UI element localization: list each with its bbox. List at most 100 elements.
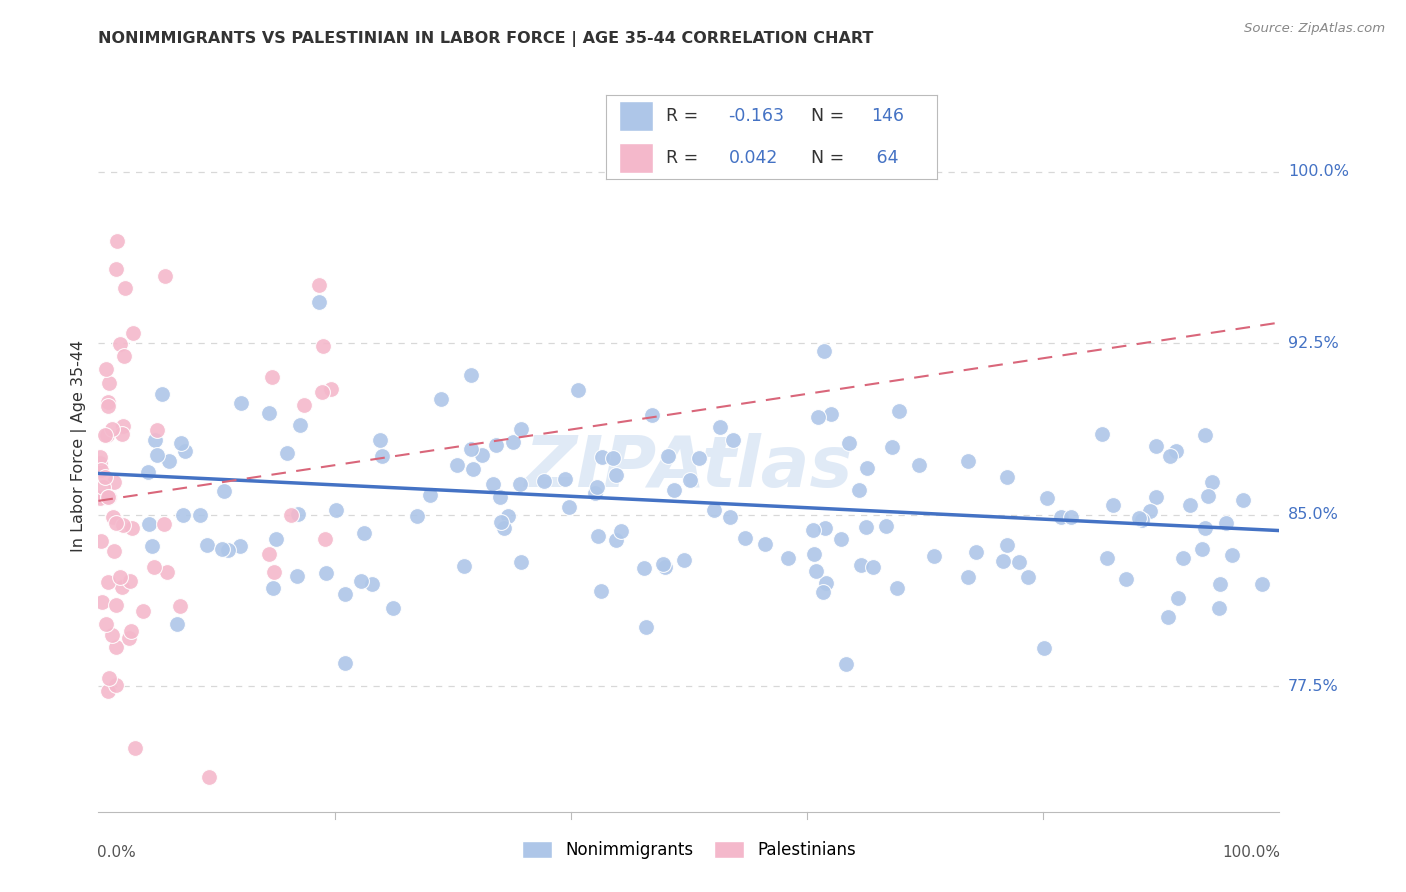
Point — [862, 559, 884, 574]
Point — [1036, 491, 1059, 505]
Point — [229, 395, 252, 409]
Point — [957, 570, 980, 584]
Point — [1159, 449, 1181, 463]
Point — [97, 490, 120, 504]
Point — [673, 553, 696, 567]
Point — [138, 517, 160, 532]
Point — [371, 450, 394, 464]
Point — [1144, 439, 1167, 453]
Point — [211, 542, 233, 557]
Point — [257, 547, 280, 561]
Point — [754, 537, 776, 551]
Point — [814, 521, 837, 535]
Point — [1018, 570, 1040, 584]
Point — [97, 683, 120, 698]
Point — [1128, 510, 1150, 524]
Text: 100.0%: 100.0% — [1223, 845, 1281, 860]
Point — [776, 551, 799, 566]
Point — [1050, 510, 1073, 524]
Point — [169, 435, 191, 450]
Point — [1197, 489, 1219, 503]
Point — [602, 451, 624, 466]
Point — [94, 428, 117, 442]
Point — [814, 576, 837, 591]
Point — [807, 409, 830, 424]
Point — [886, 581, 908, 595]
Point — [105, 262, 128, 277]
Point — [583, 486, 606, 500]
Point — [1178, 498, 1201, 512]
Point — [605, 467, 627, 482]
Point — [353, 526, 375, 541]
Point — [633, 561, 655, 575]
Point — [382, 600, 405, 615]
Point — [419, 488, 441, 502]
Point — [1166, 444, 1188, 458]
Point — [156, 566, 179, 580]
Point — [108, 570, 131, 584]
Point — [509, 476, 531, 491]
Point — [311, 384, 333, 399]
Point — [489, 515, 512, 529]
Point — [430, 392, 453, 407]
Point — [1097, 550, 1119, 565]
Point — [907, 458, 929, 472]
Point — [887, 403, 910, 417]
Point — [461, 461, 484, 475]
Point — [103, 544, 125, 558]
Point — [471, 449, 494, 463]
Point — [172, 508, 194, 522]
Point — [460, 442, 482, 457]
Point — [533, 474, 555, 488]
Point — [641, 409, 664, 423]
Point — [114, 349, 136, 363]
Point — [89, 456, 111, 470]
Point — [1157, 610, 1180, 624]
Point — [142, 560, 165, 574]
Point — [166, 616, 188, 631]
Point — [1132, 513, 1154, 527]
Point — [1194, 520, 1216, 534]
Point — [276, 446, 298, 460]
Point — [111, 427, 134, 442]
Point — [1115, 572, 1137, 586]
Point — [679, 473, 702, 487]
Point — [720, 510, 742, 524]
Point — [89, 450, 111, 464]
Point — [350, 574, 373, 588]
Point — [150, 387, 173, 401]
Text: 0.0%: 0.0% — [97, 845, 136, 860]
Point — [90, 534, 112, 549]
Point — [1008, 555, 1031, 569]
Point — [333, 657, 356, 671]
Point — [993, 554, 1015, 568]
Point — [460, 368, 482, 383]
Point — [104, 678, 127, 692]
Point — [922, 549, 945, 564]
Point — [101, 628, 124, 642]
Point — [122, 326, 145, 340]
Point — [838, 435, 860, 450]
Point — [956, 454, 979, 468]
Point — [849, 558, 872, 572]
Point — [311, 339, 333, 353]
Point — [820, 408, 842, 422]
Point — [153, 516, 176, 531]
Point — [96, 427, 118, 442]
Point — [1251, 577, 1274, 591]
Point — [496, 508, 519, 523]
Point — [997, 538, 1019, 552]
Point — [97, 575, 120, 590]
Point — [145, 423, 167, 437]
Point — [93, 480, 115, 494]
Point — [94, 490, 117, 504]
Point — [688, 450, 710, 465]
Point — [141, 540, 163, 554]
Text: 77.5%: 77.5% — [1288, 679, 1339, 693]
Point — [703, 502, 725, 516]
Text: 85.0%: 85.0% — [1288, 507, 1339, 522]
Point — [105, 598, 128, 612]
Point — [111, 419, 134, 434]
Point — [1033, 640, 1056, 655]
Point — [104, 640, 127, 654]
